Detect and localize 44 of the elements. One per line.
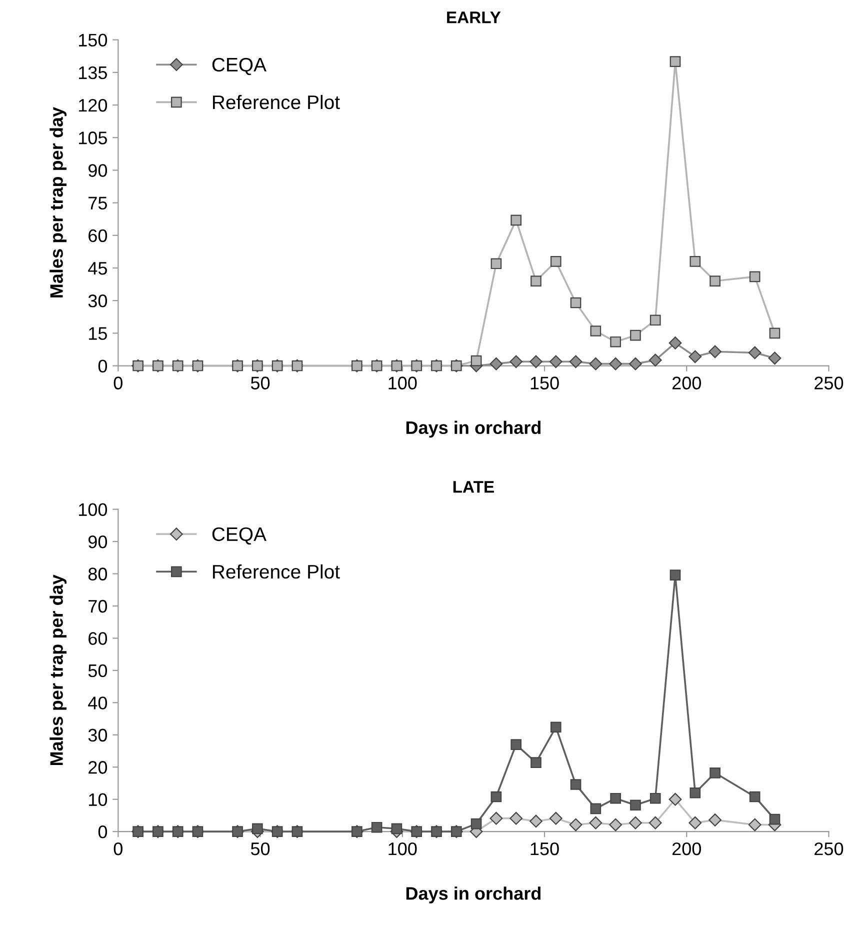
x-tick-label: 250 xyxy=(814,842,844,856)
x-tick-label: 150 xyxy=(530,376,559,390)
y-tick-label: 135 xyxy=(78,66,107,80)
x-tick-label: 200 xyxy=(672,842,701,856)
x-tick-label: 0 xyxy=(114,376,122,390)
y-tick-label: 90 xyxy=(88,164,108,177)
y-tick-label: 10 xyxy=(89,793,108,806)
x-axis-title: Days in orchard xyxy=(406,886,540,904)
x-tick-label: 100 xyxy=(388,376,417,390)
y-tick-label: 45 xyxy=(88,262,107,275)
y-tick-label: 20 xyxy=(88,761,108,774)
y-tick-label: 40 xyxy=(88,696,108,710)
y-tick-label: 0 xyxy=(98,825,108,838)
y-tick-label: 0 xyxy=(98,360,108,372)
y-tick-label: 120 xyxy=(78,98,108,112)
y-tick-label: 30 xyxy=(88,728,108,742)
legend-label: Reference Plot xyxy=(213,564,340,579)
x-tick-label: 200 xyxy=(672,376,701,390)
y-tick-label: 30 xyxy=(88,294,108,308)
y-axis-title: Males per trap per day xyxy=(50,574,66,766)
y-tick-label: 60 xyxy=(88,632,108,645)
x-tick-label: 50 xyxy=(250,842,270,856)
y-tick-label: 80 xyxy=(88,568,108,580)
y-tick-label: 150 xyxy=(78,34,108,47)
chart-title: EARLY xyxy=(447,12,501,24)
y-tick-label: 75 xyxy=(88,196,107,210)
chart-title: LATE xyxy=(453,481,494,493)
x-tick-label: 100 xyxy=(388,842,417,856)
x-tick-label: 0 xyxy=(114,842,122,856)
y-tick-label: 15 xyxy=(89,327,107,340)
y-axis-title: Males per trap per day xyxy=(50,107,66,298)
x-axis-title: Days in orchard xyxy=(406,420,540,438)
legend-label: Reference Plot xyxy=(213,94,340,110)
legend-label: CEQA xyxy=(212,58,266,76)
y-tick-label: 100 xyxy=(78,503,108,516)
x-tick-label: 50 xyxy=(250,376,270,390)
y-tick-label: 70 xyxy=(88,600,108,613)
y-tick-label: 60 xyxy=(88,229,108,242)
legend-label: CEQA xyxy=(212,527,266,545)
x-tick-label: 150 xyxy=(530,842,559,856)
y-tick-label: 105 xyxy=(78,132,107,144)
y-tick-label: 90 xyxy=(88,535,108,548)
y-tick-label: 50 xyxy=(88,664,108,678)
x-tick-label: 250 xyxy=(814,376,844,390)
